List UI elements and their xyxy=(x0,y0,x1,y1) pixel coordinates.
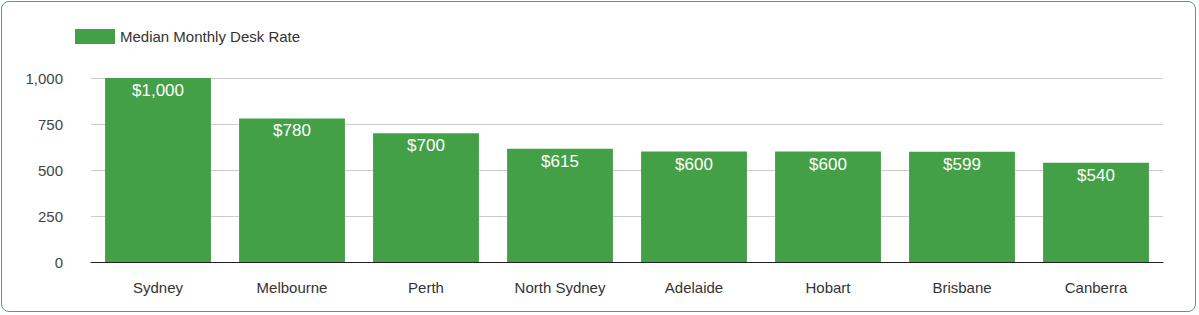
svg-text:Sydney: Sydney xyxy=(133,279,184,296)
svg-text:250: 250 xyxy=(38,208,63,225)
svg-text:$540: $540 xyxy=(1077,166,1115,185)
svg-text:Perth: Perth xyxy=(408,279,444,296)
svg-text:Melbourne: Melbourne xyxy=(257,279,328,296)
svg-text:0: 0 xyxy=(55,254,63,271)
svg-text:Median Monthly Desk Rate: Median Monthly Desk Rate xyxy=(120,28,300,45)
svg-text:$1,000: $1,000 xyxy=(132,81,184,100)
svg-text:North Sydney: North Sydney xyxy=(515,279,606,296)
svg-text:$780: $780 xyxy=(273,121,311,140)
svg-text:Canberra: Canberra xyxy=(1065,279,1128,296)
svg-text:$600: $600 xyxy=(675,155,713,174)
svg-text:500: 500 xyxy=(38,162,63,179)
svg-text:$599: $599 xyxy=(943,155,981,174)
svg-text:1,000: 1,000 xyxy=(25,70,63,87)
svg-text:$600: $600 xyxy=(809,155,847,174)
svg-text:$700: $700 xyxy=(407,136,445,155)
svg-text:Hobart: Hobart xyxy=(805,279,851,296)
svg-text:$615: $615 xyxy=(541,152,579,171)
svg-text:750: 750 xyxy=(38,116,63,133)
svg-text:Brisbane: Brisbane xyxy=(932,279,991,296)
svg-text:Adelaide: Adelaide xyxy=(665,279,723,296)
